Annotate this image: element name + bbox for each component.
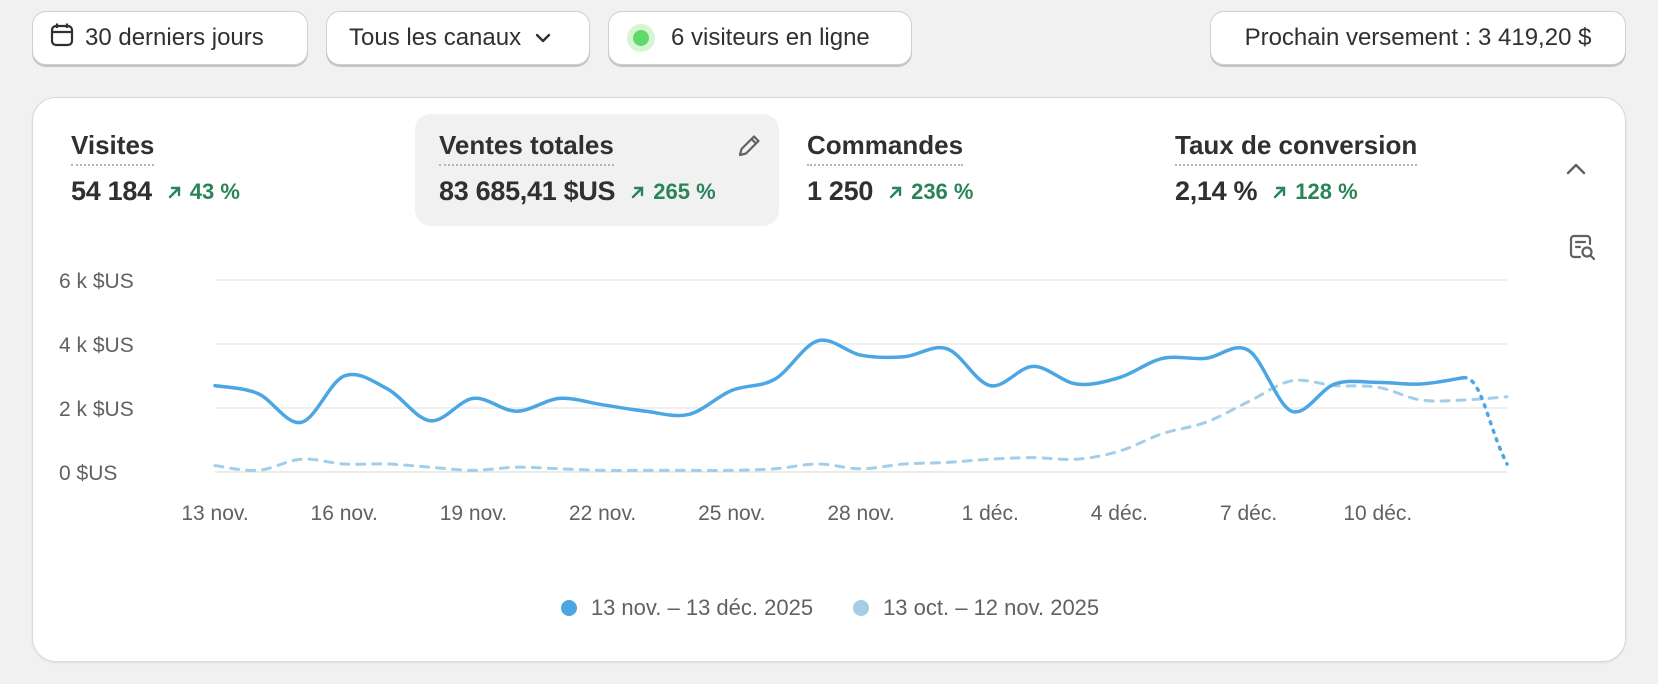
metric-delta-value: 265 % bbox=[653, 178, 716, 204]
metric-conversion-rate[interactable]: Taux de conversion 2,14 % 128 % bbox=[1151, 114, 1515, 226]
online-status-icon bbox=[627, 24, 655, 52]
channels-label: Tous les canaux bbox=[349, 24, 522, 51]
x-tick-label: 7 déc. bbox=[1220, 502, 1277, 525]
metric-delta: 265 % bbox=[631, 178, 716, 205]
series-line-current bbox=[213, 338, 1466, 425]
metric-total-sales[interactable]: Ventes totales 83 685,41 $US 265 % bbox=[415, 114, 779, 226]
metric-value: 2,14 % bbox=[1175, 176, 1258, 206]
legend-item-current[interactable]: 13 nov. – 13 déc. 2025 bbox=[560, 595, 814, 621]
metric-delta: 236 % bbox=[889, 179, 973, 205]
x-tick-label: 13 nov. bbox=[181, 502, 248, 525]
arrow-up-right-icon bbox=[889, 186, 902, 198]
arrow-up-right-icon bbox=[168, 186, 180, 198]
metric-value: 54 184 bbox=[71, 176, 152, 206]
x-tick-label: 22 nov. bbox=[569, 502, 636, 525]
live-visitors-label: 6 visiteurs en ligne bbox=[671, 24, 870, 51]
legend-label-current: 13 nov. – 13 déc. 2025 bbox=[590, 595, 814, 620]
metric-orders[interactable]: Commandes 1 250 236 % bbox=[783, 114, 1147, 226]
arrow-up-right-icon bbox=[632, 186, 644, 198]
arrow-up-right-icon bbox=[1274, 186, 1286, 198]
legend-item-previous[interactable]: 13 oct. – 12 nov. 2025 bbox=[853, 595, 1099, 621]
x-tick-label: 25 nov. bbox=[698, 502, 765, 525]
x-tick-label: 28 nov. bbox=[827, 502, 894, 525]
metric-visits[interactable]: Visites 54 184 43 % bbox=[47, 114, 411, 226]
legend-swatch-previous bbox=[853, 600, 870, 616]
x-tick-label: 4 déc. bbox=[1091, 502, 1148, 525]
chevron-down-icon bbox=[533, 28, 553, 48]
metric-delta-value: 128 % bbox=[1295, 178, 1358, 204]
metric-title[interactable]: Taux de conversion bbox=[1175, 130, 1418, 166]
y-tick-label: 6 k $US bbox=[59, 270, 134, 293]
chart-legend: 13 nov. – 13 déc. 2025 13 oct. – 12 nov.… bbox=[33, 595, 1627, 621]
metric-delta-value: 236 % bbox=[911, 178, 974, 204]
report-search-icon[interactable] bbox=[1567, 232, 1597, 262]
date-range-label: 30 derniers jours bbox=[85, 24, 264, 51]
date-range-button[interactable]: 30 derniers jours bbox=[32, 11, 308, 65]
x-tick-label: 19 nov. bbox=[440, 502, 507, 525]
live-visitors-button[interactable]: 6 visiteurs en ligne bbox=[608, 11, 912, 65]
metric-value: 83 685,41 $US bbox=[439, 176, 616, 206]
metric-title[interactable]: Ventes totales bbox=[439, 130, 614, 166]
toolbar: 30 derniers jours Tous les canaux 6 visi… bbox=[32, 11, 1626, 66]
analytics-card: Visites 54 184 43 % Ventes totales 83 68… bbox=[32, 97, 1626, 662]
y-tick-label: 4 k $US bbox=[59, 334, 134, 357]
next-payout-button[interactable]: Prochain versement : 3 419,20 $ bbox=[1210, 11, 1626, 65]
metric-title[interactable]: Visites bbox=[71, 130, 155, 166]
channels-dropdown[interactable]: Tous les canaux bbox=[326, 11, 590, 65]
y-tick-label: 2 k $US bbox=[59, 398, 134, 421]
x-tick-label: 1 déc. bbox=[962, 502, 1019, 525]
sales-chart: 0 $US 2 k $US 4 k $US 6 k $US 13 nov. 16 nov.… bbox=[59, 270, 1509, 525]
legend-swatch-current bbox=[560, 600, 577, 616]
chevron-up-icon[interactable] bbox=[1563, 156, 1589, 182]
series-line-current-partial bbox=[1462, 375, 1509, 466]
x-tick-label: 10 déc. bbox=[1343, 502, 1412, 525]
metric-value: 1 250 bbox=[807, 176, 874, 206]
metric-title[interactable]: Commandes bbox=[807, 130, 964, 166]
pencil-icon[interactable] bbox=[735, 132, 763, 160]
metric-delta: 43 % bbox=[168, 179, 240, 205]
metric-delta: 128 % bbox=[1273, 178, 1358, 205]
legend-label-previous: 13 oct. – 12 nov. 2025 bbox=[883, 595, 1100, 620]
next-payout-label: Prochain versement : 3 419,20 $ bbox=[1244, 24, 1592, 51]
metric-delta-value: 43 % bbox=[189, 178, 240, 204]
x-tick-label: 16 nov. bbox=[311, 502, 378, 525]
y-tick-label: 0 $US bbox=[59, 462, 117, 485]
series-line-previous bbox=[213, 378, 1509, 473]
calendar-icon bbox=[49, 22, 75, 55]
